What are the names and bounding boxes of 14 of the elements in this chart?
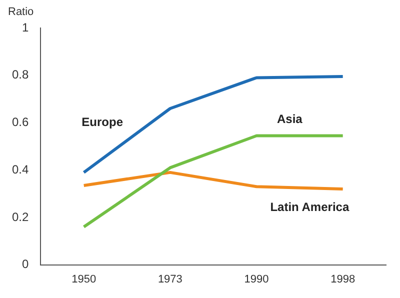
- y-tick-label: 0.8: [12, 68, 29, 82]
- series-label: Latin America: [270, 200, 350, 214]
- y-tick-label: 1: [22, 20, 29, 34]
- y-tick-label: 0.2: [12, 210, 29, 224]
- x-tick-label: 1990: [244, 273, 269, 286]
- y-tick-label: 0.4: [12, 162, 29, 176]
- x-tick-label: 1973: [158, 273, 182, 286]
- x-tick-label: 1998: [330, 273, 356, 286]
- y-tick-label: 0.6: [12, 115, 29, 130]
- y-tick-label: 0: [22, 257, 29, 272]
- y-axis-title: Ratio: [8, 6, 34, 18]
- series-label: Europe: [82, 114, 124, 129]
- series-label: Asia: [276, 112, 303, 126]
- x-tick-label: 1950: [72, 273, 96, 286]
